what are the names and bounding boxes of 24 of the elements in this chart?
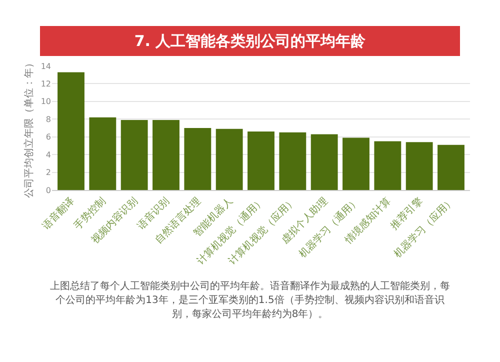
bar [406, 142, 433, 190]
bar [310, 134, 338, 190]
y-tick-label: 4 [46, 150, 51, 160]
bar [152, 120, 180, 190]
y-tick-label: 14 [40, 62, 51, 71]
chart-title: 7. 人工智能各类别公司的平均年龄 [40, 26, 460, 56]
bar [89, 117, 116, 190]
y-tick-label: 12 [40, 80, 51, 89]
bar [184, 128, 212, 190]
y-tick-label: 8 [46, 114, 51, 124]
y-tick-label: 0 [46, 186, 51, 195]
y-tick-label: 10 [40, 97, 51, 106]
y-tick-label: 2 [46, 168, 51, 178]
bar [279, 132, 306, 190]
bar [58, 72, 84, 190]
bar [342, 138, 370, 190]
y-axis-title: 公司平均创立年限（单位：年） [22, 58, 35, 198]
bar [248, 132, 274, 190]
bar [374, 141, 402, 190]
bar [216, 128, 243, 190]
text: 上图总结了每个人工智能类别中公司的平均年龄。语音翻译作为最成熟的人工智能类别，每个公司的平均年龄为13年，是三个亚军类别的1.5倍（手势控制、视频内容识别和语音识别，每家公司平均年龄约为8年）。 [50, 280, 450, 322]
bar [438, 144, 464, 190]
y-tick-label: 6 [46, 132, 51, 142]
bar [120, 120, 148, 190]
